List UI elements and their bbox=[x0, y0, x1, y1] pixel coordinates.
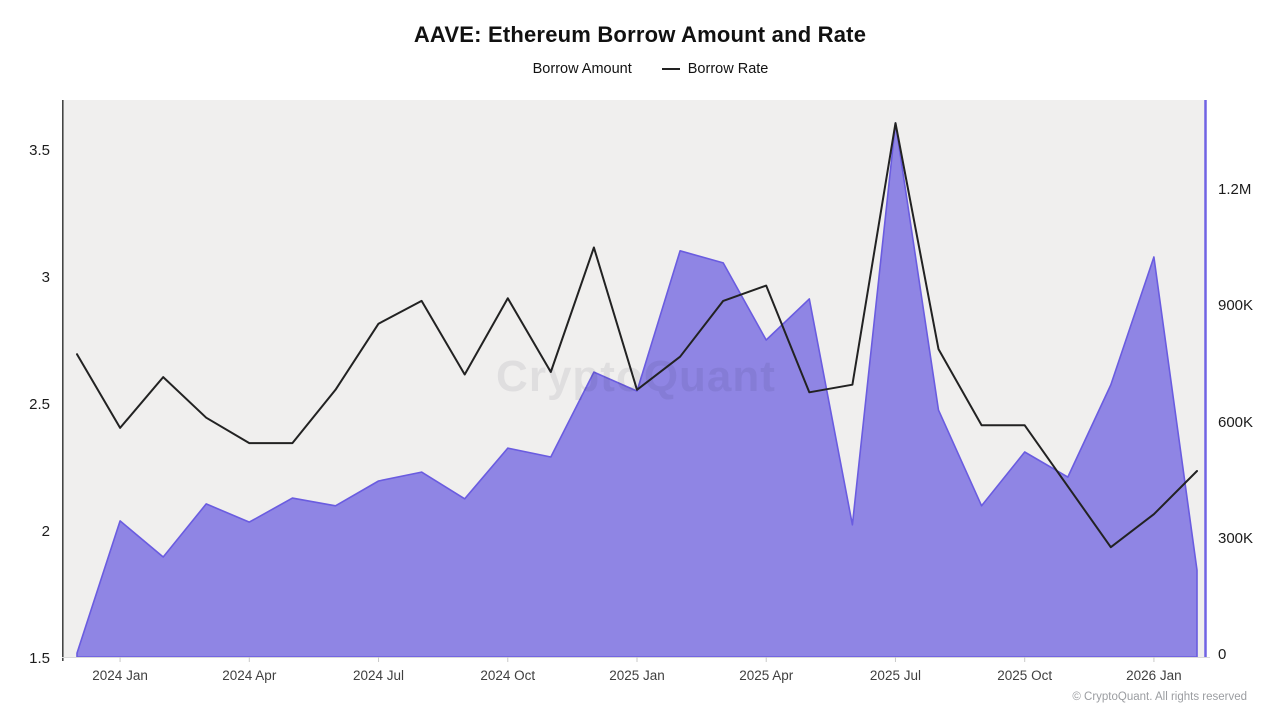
x-axis-tick-label: 2024 Jan bbox=[92, 668, 148, 683]
x-axis-tick-label: 2025 Apr bbox=[739, 668, 794, 683]
x-axis-tick-label: 2024 Apr bbox=[222, 668, 277, 683]
left-axis-tick-label: 3.5 bbox=[29, 142, 50, 159]
left-axis-tick-label: 1.5 bbox=[29, 650, 50, 667]
x-axis-tick-label: 2024 Oct bbox=[480, 668, 536, 683]
left-axis-tick-label: 2 bbox=[41, 523, 50, 540]
x-axis-tick-label: 2025 Jan bbox=[609, 668, 665, 683]
chart-canvas[interactable] bbox=[62, 100, 1210, 666]
chart-plot[interactable] bbox=[62, 100, 1210, 666]
legend-item-borrow-rate[interactable]: Borrow Rate bbox=[661, 61, 769, 77]
copyright-footer: © CryptoQuant. All rights reserved bbox=[1072, 691, 1247, 703]
legend-label: Borrow Amount bbox=[532, 61, 632, 77]
right-axis-tick-label: 1.2M bbox=[1218, 181, 1252, 198]
right-axis-tick-label: 300K bbox=[1218, 529, 1254, 547]
borrow-amount-dot-icon bbox=[512, 63, 525, 76]
right-axis-tick-label: 0 bbox=[1218, 646, 1227, 663]
page-title: AAVE: Ethereum Borrow Amount and Rate bbox=[413, 22, 867, 47]
x-axis-tick-label: 2025 Oct bbox=[997, 668, 1053, 683]
right-axis-tick-label: 600K bbox=[1218, 413, 1254, 431]
x-axis-tick-label: 2025 Jul bbox=[869, 668, 921, 683]
left-axis-tick-label: 2.5 bbox=[29, 396, 50, 413]
borrow-rate-line bbox=[76, 122, 1198, 549]
legend-item-borrow-amount[interactable]: Borrow Amount bbox=[512, 61, 632, 77]
right-axis-tick-label: 900K bbox=[1218, 297, 1254, 315]
x-axis-tick-label: 2026 Jan bbox=[1126, 668, 1182, 683]
chart-legend: Borrow Amount Borrow Rate bbox=[0, 61, 1280, 77]
borrow-amount-area bbox=[76, 122, 1198, 658]
left-axis-tick-label: 3 bbox=[41, 269, 50, 286]
x-axis-tick-label: 2024 Jul bbox=[353, 668, 405, 683]
legend-label: Borrow Rate bbox=[687, 61, 769, 77]
borrow-rate-line-icon bbox=[661, 68, 680, 70]
